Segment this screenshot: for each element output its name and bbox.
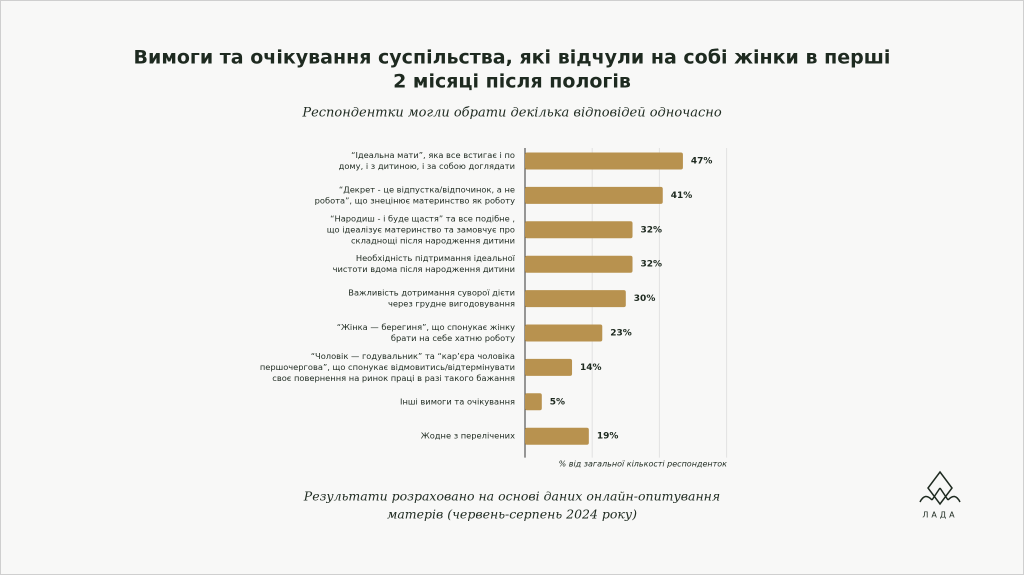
category-label: дому, і з дитиною, і за собою доглядати <box>339 161 515 171</box>
category-label: першочергова”, що спонукає відмовитись/в… <box>260 362 515 372</box>
title: 2 місяці після пологів <box>393 71 631 93</box>
category-label: “Жінка — берегиня”, що спонукає жінку <box>337 322 515 332</box>
value-label: 5% <box>550 397 565 407</box>
category-label: робота”, що знецінює материнство як робо… <box>315 195 515 205</box>
category-label: що ідеалізує материнство та замовчує про <box>327 224 515 234</box>
category-label: “Чоловік — годувальник” та “кар’єра чоло… <box>311 351 515 361</box>
value-label: 47% <box>691 157 713 167</box>
bar <box>525 324 603 342</box>
footer-note: матерів (червень-серпень 2024 року) <box>387 507 637 522</box>
category-label: “Ідеальна мати”, яка все встигає і по <box>351 150 515 160</box>
category-label: Необхідність підтримання ідеальної <box>356 253 516 263</box>
bar <box>525 427 589 445</box>
bar <box>525 255 633 273</box>
bar <box>525 221 633 239</box>
axis-note: % від загальної кількості респонденток <box>559 460 728 469</box>
bar <box>525 186 663 204</box>
category-label: Жодне з перелічених <box>421 431 515 441</box>
value-label: 23% <box>610 329 632 339</box>
value-label: 30% <box>634 294 656 304</box>
subtitle: Респондентки могли обрати декілька відпо… <box>301 106 722 121</box>
title: Вимоги та очікування суспільства, які ві… <box>134 47 891 69</box>
footer-note: Результати розраховано на основі даних о… <box>303 489 720 504</box>
logo <box>919 470 961 506</box>
logo-text: ЛАДА <box>922 511 957 520</box>
category-label: “Народиш - і буде щастя” та все подібне … <box>330 213 515 223</box>
bar <box>525 393 542 411</box>
category-label: Важливість дотримання суворої дієти <box>348 288 515 298</box>
value-label: 19% <box>597 432 619 442</box>
value-label: 32% <box>641 260 663 270</box>
value-label: 41% <box>671 191 693 201</box>
category-label: складнощі після народження дитини <box>351 235 515 245</box>
value-label: 14% <box>580 363 602 373</box>
bar <box>525 358 573 376</box>
value-label: 32% <box>641 225 663 235</box>
category-label: через грудне вигодовування <box>388 299 515 309</box>
category-label: “Декрет - це відпустка/відпочинок, а не <box>339 184 515 194</box>
category-label: своє повернення на ринок праці в разі та… <box>272 373 515 383</box>
category-label: чистоти вдома після народження дитини <box>333 264 515 274</box>
bar <box>525 290 626 308</box>
category-label: Інші вимоги та очікування <box>400 396 515 406</box>
bar <box>525 152 683 170</box>
category-label: брати на себе хатню роботу <box>391 333 515 343</box>
